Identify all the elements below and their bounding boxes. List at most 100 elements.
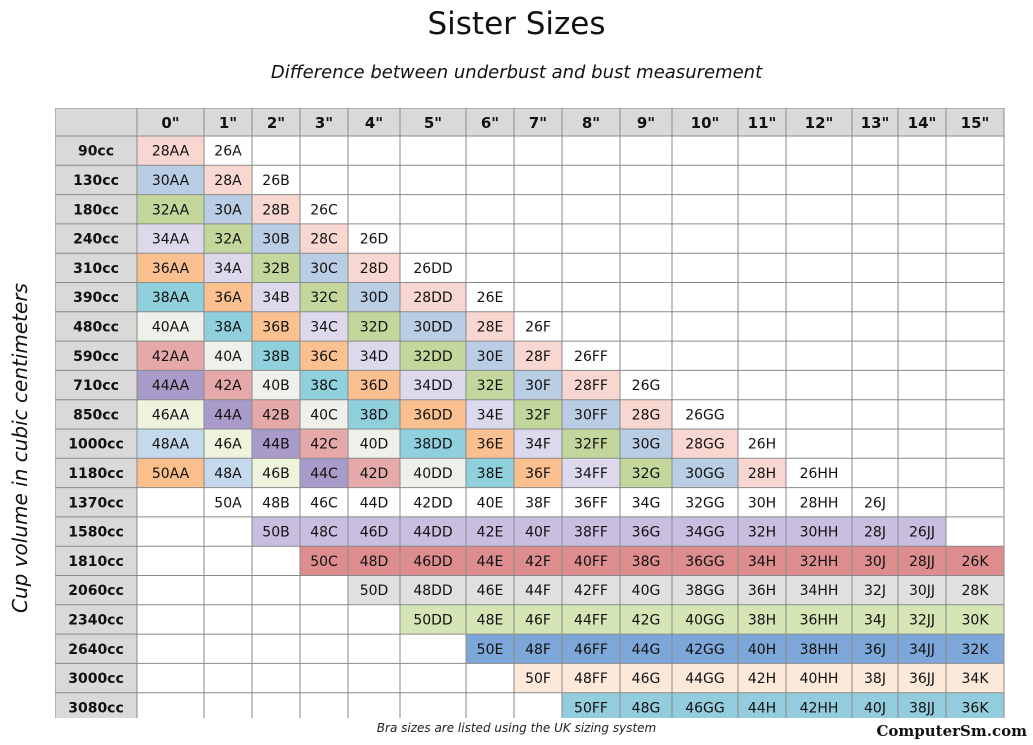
- column-header: 8": [582, 114, 600, 132]
- size-cell: [400, 253, 466, 283]
- footnote: Bra sizes are listed using the UK sizing…: [376, 721, 657, 735]
- size-cell: [620, 370, 672, 400]
- size-cell-label: 40C: [310, 407, 338, 423]
- size-cell: [137, 341, 204, 371]
- size-cell: [620, 546, 672, 576]
- size-cell-label: 32C: [310, 290, 338, 306]
- size-cell-label: 26G: [632, 378, 661, 394]
- size-cell: [562, 692, 620, 722]
- size-cell: [466, 634, 514, 664]
- size-cell-label: 30JJ: [909, 583, 935, 599]
- size-cell: [204, 194, 252, 224]
- size-cell: [620, 604, 672, 635]
- size-cell-label: 28B: [262, 202, 289, 218]
- size-cell-label: 38J: [864, 671, 886, 687]
- y-axis-label: Cup volume in cubic centimeters: [8, 283, 32, 613]
- size-cell-label: 46G: [632, 671, 661, 687]
- size-cell-label: 46C: [310, 495, 338, 511]
- size-cell: [466, 399, 514, 429]
- size-cell-label: 38A: [214, 319, 242, 335]
- size-cell-label: 34C: [310, 319, 338, 335]
- row-volume-label: 480cc: [73, 319, 119, 335]
- size-cell-label: 50FF: [574, 700, 608, 716]
- size-cell-label: 36D: [360, 378, 389, 394]
- size-cell: [252, 165, 300, 195]
- size-cell-label: 46B: [262, 466, 289, 482]
- size-cell-label: 34HH: [800, 583, 839, 599]
- size-cell: [137, 223, 204, 254]
- size-cell: [946, 692, 1004, 722]
- size-cell: [562, 634, 620, 664]
- size-cell-label: 28D: [360, 261, 389, 277]
- sister-size-table: 0" 1" 2" 3" 4" 5" 6" 7" 8" 9" 10" 11" 12" 13" 14" 15" 90…: [54, 107, 1015, 723]
- size-cell: [466, 341, 514, 371]
- size-cell-label: 36H: [748, 583, 776, 599]
- size-cell-label: 28AA: [152, 144, 190, 160]
- row-volume-label: 1180cc: [68, 466, 124, 482]
- size-cell: [738, 546, 786, 576]
- size-cell-label: 44GG: [685, 671, 725, 687]
- size-cell: [672, 575, 738, 605]
- size-cell-label: 34JJ: [909, 642, 935, 658]
- row-volume-label: 240cc: [73, 232, 119, 248]
- size-cell: [137, 429, 204, 459]
- size-cell-label: 44DD: [413, 525, 452, 541]
- size-cell: [137, 458, 204, 488]
- size-cell: [786, 546, 852, 576]
- size-cell-label: 48FF: [574, 671, 608, 687]
- size-cell: [898, 604, 946, 635]
- size-cell: [348, 223, 400, 254]
- size-cell-label: 36G: [632, 525, 661, 541]
- size-cell: [786, 604, 852, 635]
- size-cell-label: 32H: [748, 525, 776, 541]
- size-cell: [466, 575, 514, 605]
- size-cell: [300, 399, 348, 429]
- column-header: 12": [805, 114, 834, 132]
- size-cell: [562, 399, 620, 429]
- size-cell: [204, 311, 252, 342]
- size-cell: [204, 341, 252, 371]
- size-cell: [204, 165, 252, 195]
- size-cell: [620, 487, 672, 517]
- size-cell: [898, 575, 946, 605]
- size-cell-label: 44AA: [152, 378, 190, 394]
- size-cell: [252, 223, 300, 254]
- size-cell: [514, 458, 562, 488]
- size-cell-label: 34AA: [152, 232, 190, 248]
- size-cell-label: 50C: [310, 554, 338, 570]
- size-cell-label: 26F: [525, 319, 551, 335]
- size-cell-label: 36DD: [413, 407, 452, 423]
- size-cell: [348, 253, 400, 283]
- size-cell-label: 38E: [477, 466, 504, 482]
- row-volume-label: 1370cc: [68, 495, 124, 511]
- column-header: 4": [365, 114, 383, 132]
- size-cell: [348, 575, 400, 605]
- size-cell-label: 42D: [360, 466, 389, 482]
- size-cell: [252, 399, 300, 429]
- size-cell-label: 44FF: [574, 612, 608, 628]
- size-cell-label: 26DD: [413, 261, 452, 277]
- row-volume-label: 2060cc: [68, 583, 124, 599]
- size-cell-label: 38H: [748, 612, 776, 628]
- column-header: 6": [481, 114, 499, 132]
- row-volume-label: 130cc: [73, 173, 119, 189]
- size-cell: [786, 575, 852, 605]
- size-cell: [137, 136, 204, 166]
- size-cell: [204, 429, 252, 459]
- size-cell: [348, 516, 400, 547]
- size-cell-label: 38FF: [574, 525, 608, 541]
- column-header: 9": [637, 114, 655, 132]
- size-cell: [348, 458, 400, 488]
- row-volume-label: 1580cc: [68, 525, 124, 541]
- size-cell-label: 26FF: [574, 349, 608, 365]
- size-cell-label: 40DD: [413, 466, 452, 482]
- size-cell-label: 40HH: [800, 671, 839, 687]
- size-cell-label: 48F: [525, 642, 551, 658]
- size-cell: [252, 194, 300, 224]
- size-cell: [466, 311, 514, 342]
- size-cell: [514, 663, 562, 693]
- size-cell: [562, 341, 620, 371]
- row-volume-label: 180cc: [73, 202, 119, 218]
- size-cell: [400, 311, 466, 342]
- size-cell-label: 44B: [262, 437, 289, 453]
